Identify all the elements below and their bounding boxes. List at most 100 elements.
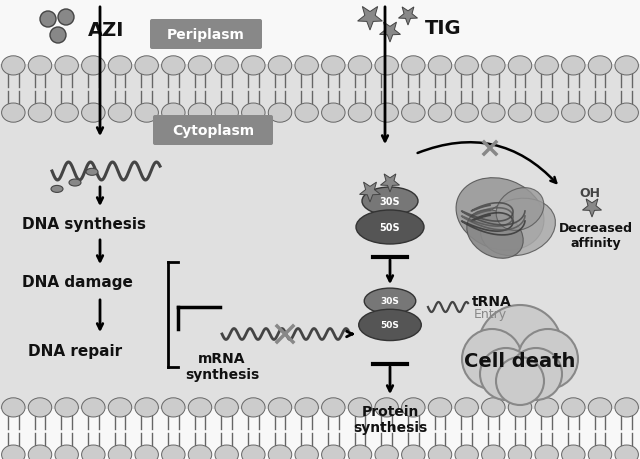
Ellipse shape [55,445,79,459]
Ellipse shape [82,398,105,417]
Ellipse shape [135,398,159,417]
Ellipse shape [482,445,505,459]
Text: mRNA
synthesis: mRNA synthesis [185,351,259,381]
Ellipse shape [588,398,612,417]
Text: Cell death: Cell death [464,352,576,371]
Ellipse shape [322,445,345,459]
Ellipse shape [588,445,612,459]
Polygon shape [582,200,602,218]
Ellipse shape [455,56,479,76]
Ellipse shape [108,104,132,123]
Ellipse shape [615,104,639,123]
Ellipse shape [359,310,421,341]
Ellipse shape [82,104,105,123]
Ellipse shape [51,186,63,193]
Ellipse shape [322,104,345,123]
Ellipse shape [402,56,425,76]
Ellipse shape [356,211,424,245]
Circle shape [40,12,56,28]
Ellipse shape [535,445,559,459]
Ellipse shape [55,56,79,76]
Ellipse shape [562,398,585,417]
Ellipse shape [588,104,612,123]
Ellipse shape [615,56,639,76]
Ellipse shape [508,445,532,459]
Ellipse shape [268,398,292,417]
Ellipse shape [348,445,372,459]
Ellipse shape [268,104,292,123]
Ellipse shape [562,445,585,459]
Circle shape [462,329,522,389]
Ellipse shape [268,445,292,459]
Ellipse shape [215,104,239,123]
Ellipse shape [69,179,81,187]
Circle shape [50,28,66,44]
Ellipse shape [428,398,452,417]
Text: tRNA: tRNA [472,294,512,308]
Ellipse shape [28,104,52,123]
Ellipse shape [162,104,185,123]
Ellipse shape [242,445,265,459]
Ellipse shape [482,398,505,417]
Ellipse shape [455,445,479,459]
Ellipse shape [402,445,425,459]
Circle shape [478,305,562,389]
Ellipse shape [362,188,418,216]
Polygon shape [399,8,417,26]
Ellipse shape [295,398,319,417]
Ellipse shape [364,289,416,314]
Ellipse shape [375,398,399,417]
Ellipse shape [55,398,79,417]
Ellipse shape [2,56,25,76]
Ellipse shape [28,445,52,459]
Ellipse shape [215,398,239,417]
Ellipse shape [28,398,52,417]
Ellipse shape [55,104,79,123]
Ellipse shape [348,56,372,76]
Ellipse shape [162,398,185,417]
Ellipse shape [188,445,212,459]
Ellipse shape [481,199,556,256]
Text: AZI: AZI [88,21,124,39]
Ellipse shape [496,188,544,231]
Ellipse shape [482,56,505,76]
Text: DNA repair: DNA repair [28,344,122,359]
Ellipse shape [482,104,505,123]
Ellipse shape [535,104,559,123]
Bar [0,409,640,459]
Ellipse shape [588,56,612,76]
Polygon shape [380,23,401,43]
Ellipse shape [375,445,399,459]
Text: 50S: 50S [380,223,400,233]
Ellipse shape [108,56,132,76]
Text: 30S: 30S [381,297,399,306]
Ellipse shape [375,104,399,123]
Ellipse shape [402,398,425,417]
Bar [0,0,640,65]
Ellipse shape [82,56,105,76]
Ellipse shape [162,445,185,459]
Ellipse shape [28,56,52,76]
Ellipse shape [456,178,544,251]
Circle shape [510,348,562,400]
Ellipse shape [402,104,425,123]
Text: OH: OH [579,187,600,200]
Ellipse shape [188,56,212,76]
Ellipse shape [428,445,452,459]
Ellipse shape [467,210,524,259]
Ellipse shape [348,398,372,417]
Text: Decreased
affinity: Decreased affinity [559,222,633,249]
FancyBboxPatch shape [150,20,262,50]
Ellipse shape [322,398,345,417]
Ellipse shape [295,445,319,459]
Ellipse shape [86,169,98,176]
Text: Periplasm: Periplasm [167,28,245,42]
Text: Protein
synthesis: Protein synthesis [353,404,427,434]
Ellipse shape [2,398,25,417]
Text: TIG: TIG [425,18,461,38]
Text: Entry: Entry [474,308,507,321]
Ellipse shape [108,445,132,459]
Ellipse shape [135,445,159,459]
Circle shape [518,329,578,389]
Ellipse shape [215,56,239,76]
